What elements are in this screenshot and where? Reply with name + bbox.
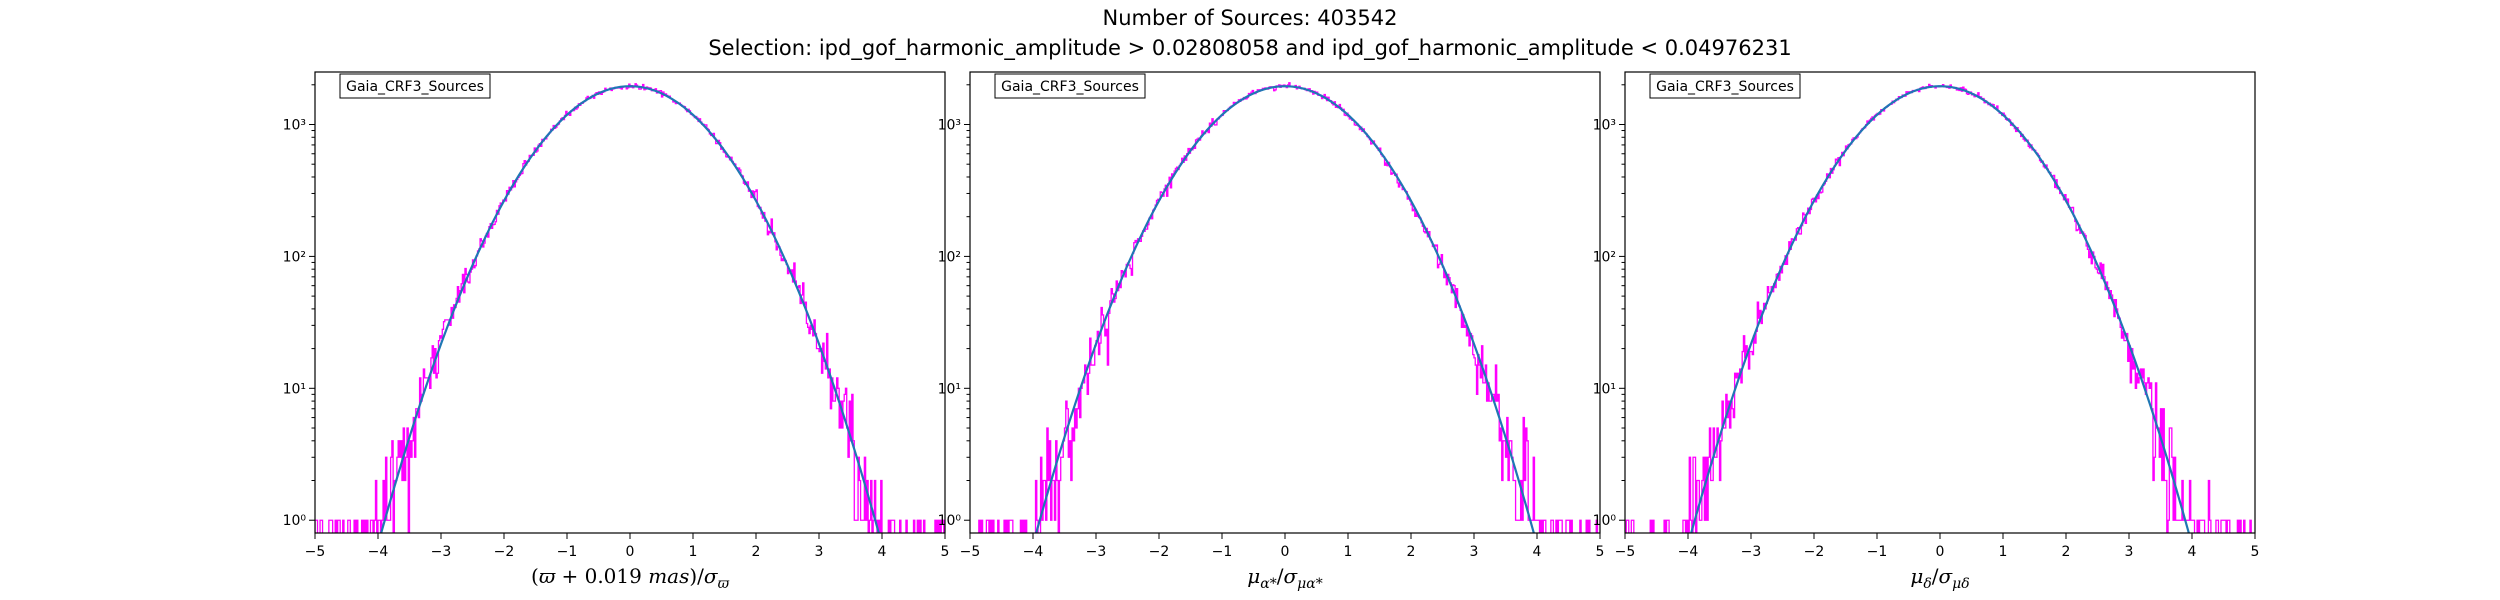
y-tick-label: 10² — [283, 249, 306, 265]
chart-panel-pmra: −5 −4 −3 −2 −1 0 1 2 3 4 5 10⁰ 10¹ 10² 10³ Gaia_CRF3_So… — [938, 71, 1605, 560]
x-tick-label: −1 — [1212, 544, 1233, 560]
x-tick-label: −5 — [305, 544, 326, 560]
y-tick-label: 10¹ — [283, 381, 306, 397]
x-tick-label: 1 — [1999, 544, 2008, 560]
gaussian-fit-line — [1690, 85, 2190, 533]
y-tick-label: 10² — [1593, 249, 1616, 265]
y-tick-label: 10⁰ — [938, 513, 962, 529]
histogram-series — [315, 83, 945, 533]
x-tick-label: −5 — [1615, 544, 1636, 560]
plot-area — [315, 83, 945, 533]
x-tick-label: 3 — [2125, 544, 2134, 560]
x-tick-label: −1 — [557, 544, 578, 560]
plot-area — [1625, 83, 2252, 533]
x-tick-label: 5 — [1596, 544, 1605, 560]
x-tick-label: −3 — [431, 544, 452, 560]
x-tick-label: 4 — [2188, 544, 2197, 560]
plot-area — [978, 82, 1599, 533]
x-tick-label: −4 — [1678, 544, 1699, 560]
x-tick-label: −1 — [1867, 544, 1888, 560]
x-tick-label: −3 — [1086, 544, 1107, 560]
x-tick-label: 2 — [1407, 544, 1416, 560]
y-tick-label: 10⁰ — [283, 513, 307, 529]
x-tick-label: −2 — [1149, 544, 1170, 560]
figure-subtitle: Selection: ipd_gof_harmonic_amplitude > … — [708, 36, 1792, 60]
x-tick-label: −3 — [1741, 544, 1762, 560]
y-tick-label: 10² — [938, 249, 961, 265]
x-axis-label-parallax: (ϖ + 0.019 mas)/σϖ — [531, 564, 730, 592]
gaussian-fit-line — [380, 85, 880, 533]
legend-box — [1649, 73, 1801, 99]
chart-panel-parallax: −5 −4 −3 −2 −1 0 1 2 3 4 5 10⁰ 10¹ 10² 10³ Gaia_CRF3_So… — [283, 71, 950, 560]
x-tick-label: 5 — [941, 544, 950, 560]
figure-title: Number of Sources: 403542 — [1102, 6, 1398, 30]
legend-label: Gaia_CRF3_Sources — [1001, 79, 1139, 95]
x-tick-label: 5 — [2251, 544, 2260, 560]
x-tick-label: 0 — [1281, 544, 1290, 560]
axes-frame — [969, 71, 1601, 534]
x-tick-label: 4 — [878, 544, 887, 560]
x-axis-label-pmra: μα*/σμα* — [1247, 564, 1322, 592]
histogram-series — [978, 82, 1599, 533]
x-tick-label: 1 — [1344, 544, 1353, 560]
histogram-series — [1625, 83, 2252, 533]
x-tick-label: −2 — [494, 544, 515, 560]
x-tick-label: 3 — [1470, 544, 1479, 560]
y-tick-label: 10¹ — [1593, 381, 1616, 397]
y-tick-label: 10¹ — [938, 381, 961, 397]
chart-panel-pmdec: −5 −4 −3 −2 −1 0 1 2 3 4 5 10⁰ 10¹ 10² 10³ Gaia_CRF3_So… — [1593, 71, 2260, 560]
legend-label: Gaia_CRF3_Sources — [1656, 79, 1794, 95]
x-tick-label: 3 — [815, 544, 824, 560]
x-tick-label: 2 — [2062, 544, 2071, 560]
x-tick-label: 0 — [1936, 544, 1945, 560]
x-tick-label: 2 — [752, 544, 761, 560]
y-tick-label: 10³ — [938, 117, 961, 133]
x-tick-label: 4 — [1533, 544, 1542, 560]
x-tick-label: −4 — [1023, 544, 1044, 560]
y-tick-label: 10³ — [1593, 117, 1616, 133]
x-tick-label: −4 — [368, 544, 389, 560]
x-tick-label: 0 — [626, 544, 635, 560]
y-tick-label: 10⁰ — [1593, 513, 1617, 529]
legend-box — [339, 73, 491, 99]
x-tick-label: −2 — [1804, 544, 1825, 560]
gaussian-fit-line — [1035, 85, 1535, 533]
y-tick-label: 10³ — [283, 117, 306, 133]
x-tick-label: −5 — [960, 544, 981, 560]
x-tick-label: 1 — [689, 544, 698, 560]
x-axis-label-pmdec: μδ/σμδ — [1910, 564, 1969, 592]
legend-box — [994, 73, 1146, 99]
legend-label: Gaia_CRF3_Sources — [346, 79, 484, 95]
